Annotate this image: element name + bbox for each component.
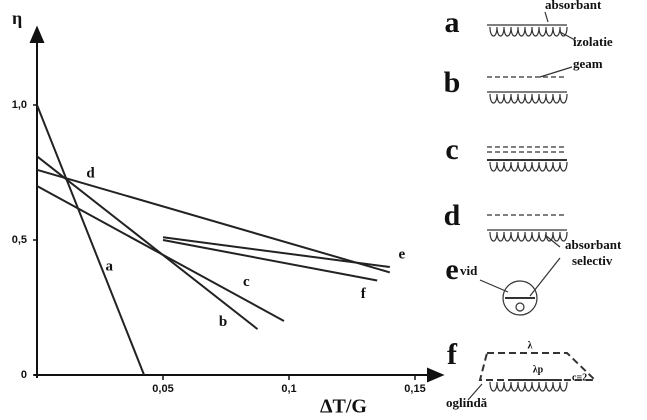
panel-letter: c xyxy=(445,133,458,166)
diagram-label: selectiv xyxy=(572,253,613,268)
leader xyxy=(540,67,572,77)
leader xyxy=(545,12,548,22)
diagram-label: absorbant xyxy=(565,237,622,252)
x-tick-label: 0,05 xyxy=(152,383,173,395)
diagram-label: geam xyxy=(573,56,603,71)
leader xyxy=(480,280,508,292)
y-arrow xyxy=(31,28,43,42)
insulation xyxy=(490,94,567,103)
insulation xyxy=(490,382,567,391)
diagram-label: λ xyxy=(528,340,533,351)
insulation xyxy=(490,162,567,171)
series-label: f xyxy=(361,286,367,302)
insulation xyxy=(490,232,567,241)
x-tick-label: 0,15 xyxy=(404,383,425,395)
series-label: b xyxy=(219,314,227,330)
y-axis-label: η xyxy=(12,8,22,28)
panel-letter: f xyxy=(447,338,458,371)
series-line xyxy=(163,237,390,267)
series-line xyxy=(37,105,144,375)
panel-letter: e xyxy=(445,253,458,286)
x-tick-label: 0,1 xyxy=(281,383,296,395)
series-line xyxy=(37,170,390,273)
insulation xyxy=(490,27,567,36)
series-label: d xyxy=(86,166,95,182)
y-tick-label: 1,0 xyxy=(12,99,27,111)
diagram-label: vid xyxy=(460,263,478,278)
series-label: e xyxy=(398,246,405,262)
panel-letter: a xyxy=(445,6,460,39)
x-arrow xyxy=(428,369,442,381)
diagram-label: oglindă xyxy=(446,395,488,410)
y-tick-label: 0,5 xyxy=(12,234,27,246)
leader xyxy=(530,258,560,296)
y-tick-label: 0 xyxy=(21,369,27,381)
axes xyxy=(31,28,442,381)
diagram-label: λp xyxy=(533,364,544,375)
series-label: c xyxy=(243,274,250,290)
series-label: a xyxy=(106,258,114,274)
panel-letter: b xyxy=(444,66,461,99)
pipe xyxy=(516,303,524,311)
diagram-label: absorbant xyxy=(545,0,602,12)
figure: η ΔT/G 0,050,10,1500,51,0abcdefabcdefabs… xyxy=(0,0,647,420)
series-line xyxy=(37,156,258,329)
x-axis-label: ΔT/G xyxy=(320,396,367,418)
diagram-label: izolatie xyxy=(573,34,613,49)
diagram-label: c=2 xyxy=(572,372,587,383)
panel-letter: d xyxy=(444,199,461,232)
